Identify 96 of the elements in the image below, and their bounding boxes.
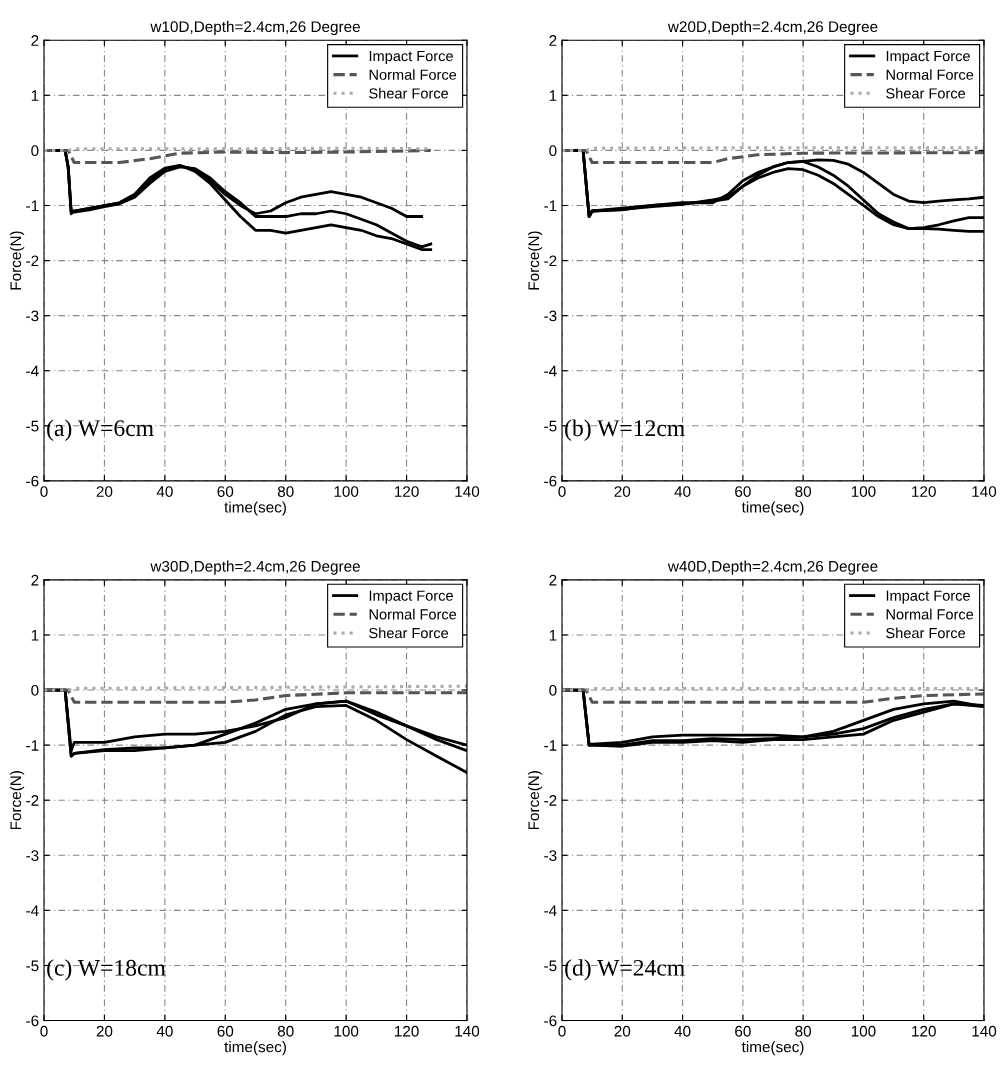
legend-label: Normal Force [886, 608, 974, 620]
x-tick-label: 120 [394, 486, 419, 497]
y-tick-label: -2 [544, 255, 557, 267]
chart-title: w10D,Depth=2.4cm,26 Degree [150, 20, 360, 36]
x-tick-label: 40 [674, 1025, 691, 1037]
y-tick-label: -3 [544, 850, 557, 861]
x-tick-label: 60 [217, 486, 234, 497]
y-tick-label: -4 [544, 365, 557, 377]
x-tick-label: 20 [614, 486, 631, 497]
y-tick-label: -4 [544, 905, 557, 916]
y-tick-label: 1 [549, 90, 557, 101]
y-tick-label: -3 [26, 310, 39, 322]
y-tick-label: -6 [544, 1015, 557, 1027]
legend-label: Normal Force [369, 608, 457, 620]
annotation: (c) W=18cm [47, 959, 166, 981]
y-tick-label: 0 [549, 684, 557, 696]
x-tick-label: 0 [40, 486, 48, 497]
x-axis-title: time(sec) [741, 501, 804, 516]
x-tick-label: 20 [96, 1025, 113, 1037]
x-tick-label: 120 [912, 1025, 936, 1037]
x-tick-label: 20 [614, 1025, 631, 1037]
y-tick-label: -3 [26, 850, 39, 861]
legend-label: Impact Force [886, 51, 970, 65]
x-tick-label: 80 [795, 1025, 812, 1037]
legend-label: Normal Force [886, 69, 974, 80]
y-tick-label: -3 [544, 310, 557, 322]
y-tick-label: 2 [31, 574, 39, 586]
annotation: (b) W=12cm [565, 419, 685, 441]
y-tick-label: 0 [31, 145, 39, 157]
y-axis-title: Force(N) [527, 771, 543, 830]
y-tick-label: -1 [544, 740, 557, 751]
annotation: (d) W=24cm [565, 959, 685, 981]
x-tick-label: 100 [334, 486, 359, 497]
y-tick-label: -4 [26, 905, 39, 916]
x-tick-label: 140 [455, 486, 480, 497]
x-tick-label: 100 [851, 486, 876, 497]
legend-label: Impact Force [886, 590, 970, 604]
x-tick-label: 80 [277, 1025, 294, 1037]
y-tick-label: 1 [31, 90, 39, 101]
chart-title: w40D,Depth=2.4cm,26 Degree [667, 560, 878, 575]
x-tick-label: 0 [558, 1025, 566, 1037]
y-tick-label: 2 [31, 35, 39, 46]
y-tick-label: -5 [26, 960, 39, 972]
x-tick-label: 100 [334, 1025, 359, 1037]
y-tick-label: -5 [544, 420, 557, 432]
x-tick-label: 100 [851, 1025, 876, 1037]
y-tick-label: -1 [544, 200, 557, 212]
x-axis-title: time(sec) [741, 1041, 804, 1056]
y-tick-label: 0 [549, 145, 557, 157]
y-tick-label: -2 [544, 795, 557, 806]
y-axis-title: Force(N) [9, 771, 25, 830]
y-tick-label: -4 [26, 365, 39, 377]
legend-label: Normal Force [369, 69, 457, 80]
x-tick-label: 60 [735, 486, 751, 497]
y-tick-label: 1 [31, 630, 39, 641]
y-tick-label: -6 [26, 475, 39, 487]
x-tick-label: 20 [96, 486, 113, 497]
annotation: (a) W=6cm [47, 419, 154, 441]
x-axis-title: time(sec) [224, 501, 286, 516]
y-tick-label: -2 [26, 255, 39, 267]
y-tick-label: -1 [26, 740, 39, 751]
x-tick-label: 140 [972, 1025, 997, 1037]
x-tick-label: 120 [912, 486, 936, 497]
legend-label: Shear Force [886, 87, 966, 99]
x-tick-label: 140 [972, 486, 997, 497]
legend-label: Shear Force [369, 87, 449, 99]
x-tick-label: 0 [558, 486, 566, 497]
legend-label: Impact Force [369, 590, 453, 604]
y-axis-title: Force(N) [9, 231, 25, 290]
legend-label: Shear Force [886, 627, 966, 639]
chart-title: w30D,Depth=2.4cm,26 Degree [150, 560, 360, 575]
legend-label: Shear Force [369, 627, 449, 639]
y-tick-label: 2 [549, 35, 557, 46]
y-tick-label: 1 [549, 630, 557, 641]
y-tick-label: -6 [26, 1015, 39, 1027]
y-axis-title: Force(N) [527, 231, 543, 290]
x-tick-label: 140 [455, 1025, 480, 1037]
x-tick-label: 80 [795, 486, 812, 497]
y-tick-label: -5 [544, 960, 557, 972]
x-tick-label: 40 [156, 486, 173, 497]
x-axis-title: time(sec) [224, 1041, 286, 1056]
x-tick-label: 0 [40, 1025, 48, 1037]
x-tick-label: 60 [217, 1025, 234, 1037]
legend-label: Impact Force [369, 51, 453, 65]
y-tick-label: -5 [26, 420, 39, 432]
y-tick-label: 2 [549, 574, 557, 586]
y-tick-label: -2 [26, 795, 39, 806]
x-tick-label: 40 [674, 486, 691, 497]
y-tick-label: -1 [26, 200, 39, 212]
x-tick-label: 120 [394, 1025, 419, 1037]
y-tick-label: -6 [544, 475, 557, 487]
y-tick-label: 0 [31, 684, 39, 696]
chart-title: w20D,Depth=2.4cm,26 Degree [667, 20, 878, 36]
x-tick-label: 40 [156, 1025, 173, 1037]
x-tick-label: 80 [277, 486, 294, 497]
x-tick-label: 60 [735, 1025, 751, 1037]
